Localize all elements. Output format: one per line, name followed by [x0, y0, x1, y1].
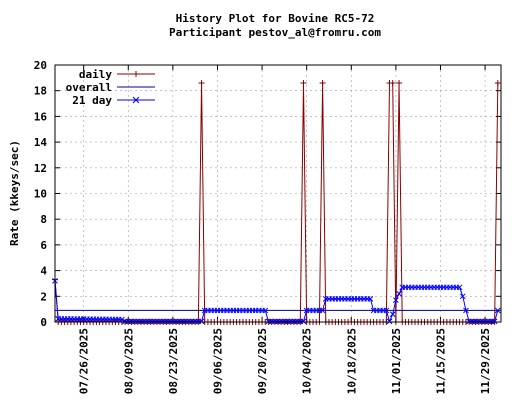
daily-point: [396, 79, 403, 86]
daily-point: [300, 79, 307, 86]
x-tick-label: 09/20/2025: [256, 328, 269, 394]
x-tick-label: 11/29/2025: [479, 328, 492, 394]
y-tick-label: 20: [34, 59, 47, 72]
y-tick-label: 14: [34, 136, 48, 149]
x-tick-label: 10/18/2025: [345, 328, 358, 394]
21-day-point: [319, 307, 326, 314]
x-tick-label: 11/15/2025: [434, 328, 447, 394]
21-day-point: [456, 284, 463, 291]
chart-title: History Plot for Bovine RC5-72: [176, 12, 375, 25]
x-tick-label: 08/09/2025: [122, 328, 135, 394]
21-day-point: [367, 296, 374, 302]
21-day-point: [386, 318, 393, 325]
21-day-point: [459, 293, 466, 300]
y-axis-label: Rate (kkeys/sec): [8, 140, 21, 246]
series-layer: [52, 79, 501, 325]
21-day-point: [119, 316, 125, 323]
x-tick-label: 10/04/2025: [301, 328, 314, 394]
y-tick-label: 18: [34, 85, 47, 98]
legend-label-overall: overall: [66, 81, 112, 94]
21-day-point: [463, 307, 469, 314]
legend-marker: [132, 96, 140, 104]
x-tick-label: 09/06/2025: [211, 328, 224, 394]
21-day-point: [389, 311, 396, 318]
y-tick-label: 4: [40, 265, 47, 278]
legend-label-daily: daily: [79, 68, 112, 81]
chart-subtitle: Participant pestov_al@fromru.com: [169, 26, 381, 39]
x-tick-label: 07/26/2025: [78, 328, 91, 394]
legend-marker: [133, 71, 139, 77]
21-day-point: [393, 297, 399, 304]
x-tick-label: 08/23/2025: [167, 328, 180, 394]
21-day-point: [383, 307, 390, 314]
y-tick-label: 10: [34, 188, 47, 201]
21-day-point: [300, 318, 307, 325]
21-day-point: [494, 307, 501, 314]
21-day-point: [491, 318, 498, 325]
21-day-point: [262, 307, 269, 314]
daily-point: [319, 79, 326, 86]
daily-point: [198, 79, 205, 86]
daily-point: [389, 79, 396, 86]
plot-frame: [54, 64, 502, 323]
grid: [55, 65, 501, 322]
legend-label-21-day: 21 day: [72, 94, 112, 107]
y-tick-label: 8: [40, 213, 47, 226]
y-tick-label: 12: [34, 162, 47, 175]
x-tick-label: 11/01/2025: [390, 328, 403, 394]
axes: 0 2 4 6 8 10 12 14 16 18 20 07/26/2025 08/09/2025 08/…: [34, 59, 501, 394]
y-tick-label: 0: [40, 316, 47, 329]
y-tick-label: 6: [40, 239, 47, 252]
y-tick-label: 16: [34, 110, 48, 123]
daily-point: [494, 79, 501, 86]
y-tick-label: 2: [40, 290, 47, 303]
21-day-point: [198, 318, 205, 325]
21-day-point: [396, 290, 402, 297]
